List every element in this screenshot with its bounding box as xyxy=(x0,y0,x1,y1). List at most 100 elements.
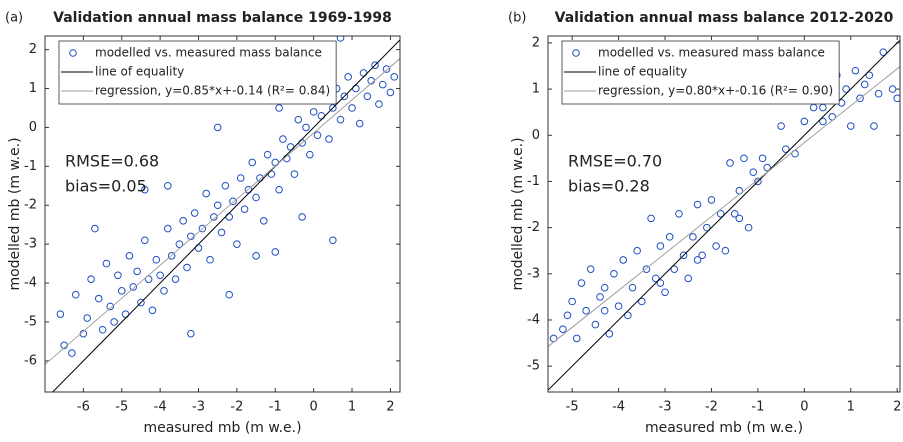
data-point xyxy=(893,94,900,103)
data-point xyxy=(175,240,184,248)
data-point xyxy=(225,213,234,221)
data-point xyxy=(605,330,614,338)
data-point xyxy=(661,288,669,297)
chart-title: Validation annual mass balance 1969-1998 xyxy=(53,10,392,26)
x-tick-label: -5 xyxy=(566,400,579,415)
x-tick-label: 1 xyxy=(348,400,356,415)
y-tick-label: -4 xyxy=(24,276,37,291)
axes-frame xyxy=(547,35,901,393)
data-point xyxy=(670,265,679,273)
data-point xyxy=(164,181,172,190)
data-point xyxy=(735,214,744,223)
data-point xyxy=(140,185,149,194)
data-point xyxy=(675,209,683,218)
y-tick-label: -4 xyxy=(527,312,540,327)
data-point xyxy=(213,123,222,132)
x-tick-label: 0 xyxy=(310,400,318,415)
y-tick-label: -2 xyxy=(527,220,540,235)
panel-label: (b) xyxy=(508,11,526,26)
data-point xyxy=(329,236,337,245)
data-point xyxy=(221,181,230,190)
data-point xyxy=(352,84,360,93)
data-point xyxy=(102,259,111,268)
x-tick-label: -4 xyxy=(612,400,625,415)
legend-label: regression, y=0.80*x+-0.16 (R²= 0.90) xyxy=(598,84,833,98)
data-point xyxy=(600,283,609,292)
data-point xyxy=(758,154,767,163)
data-point xyxy=(665,233,674,241)
data-point xyxy=(194,244,203,252)
y-tick-label: 0 xyxy=(532,128,540,143)
x-tick-label: -4 xyxy=(154,400,167,415)
data-point xyxy=(117,287,126,295)
data-point xyxy=(800,117,809,126)
data-point xyxy=(568,297,576,306)
x-tick-label: 0 xyxy=(800,400,808,415)
data-point xyxy=(642,265,651,273)
legend: modelled vs. measured mass balance line o… xyxy=(58,40,337,105)
annotation: RMSE=0.70 xyxy=(568,152,662,171)
data-point xyxy=(125,252,134,260)
chart-title: Validation annual mass balance 2012-2020 xyxy=(555,10,894,26)
x-tick-label: -2 xyxy=(705,400,718,415)
data-point xyxy=(106,302,115,311)
data-point xyxy=(647,214,655,223)
data-point xyxy=(121,310,130,318)
legend-label: regression, y=0.85*x+-0.14 (R²= 0.84) xyxy=(95,84,330,98)
x-tick-label: -6 xyxy=(77,400,90,415)
data-point xyxy=(156,271,164,280)
data-point xyxy=(256,174,264,182)
data-point xyxy=(382,65,391,73)
data-point xyxy=(164,224,172,233)
data-point xyxy=(874,89,883,98)
data-point xyxy=(842,85,850,93)
y-tick-label: -5 xyxy=(527,359,540,374)
data-point xyxy=(217,228,226,237)
y-tick-label: -3 xyxy=(24,237,37,252)
data-point xyxy=(375,100,383,108)
x-tick-label: -3 xyxy=(192,400,205,415)
data-point xyxy=(183,263,191,272)
data-point xyxy=(140,236,149,245)
data-point xyxy=(600,306,609,315)
x-tick-label: -5 xyxy=(115,400,128,415)
data-point xyxy=(591,320,600,329)
data-point xyxy=(846,122,855,130)
data-point xyxy=(754,177,762,186)
data-point xyxy=(628,283,637,292)
data-point xyxy=(712,242,720,250)
data-point xyxy=(614,302,623,310)
data-point xyxy=(656,242,665,250)
reference-line xyxy=(548,39,900,391)
data-point xyxy=(144,275,153,283)
data-point xyxy=(233,240,241,248)
data-point xyxy=(572,334,581,343)
x-tick-label: 1 xyxy=(847,400,855,415)
data-point xyxy=(563,311,572,320)
data-point xyxy=(610,269,618,278)
data-point xyxy=(726,159,734,167)
data-point xyxy=(707,196,716,204)
x-tick-label: -1 xyxy=(269,400,282,415)
y-tick-label: 1 xyxy=(29,81,37,96)
data-point xyxy=(624,311,632,320)
data-point xyxy=(340,92,349,101)
data-point xyxy=(271,158,280,167)
data-point xyxy=(586,265,595,273)
data-point xyxy=(744,223,753,232)
data-point xyxy=(302,123,310,132)
data-point xyxy=(110,318,118,326)
y-tick-label: -2 xyxy=(24,198,37,213)
data-point xyxy=(809,103,818,112)
data-point xyxy=(656,279,665,287)
data-point xyxy=(252,193,260,202)
data-point xyxy=(210,213,218,221)
data-point xyxy=(879,48,888,56)
data-point xyxy=(763,163,771,172)
data-point xyxy=(651,274,660,283)
data-point xyxy=(390,73,399,81)
data-point xyxy=(730,209,739,218)
data-point xyxy=(888,85,897,93)
data-point xyxy=(236,174,245,182)
